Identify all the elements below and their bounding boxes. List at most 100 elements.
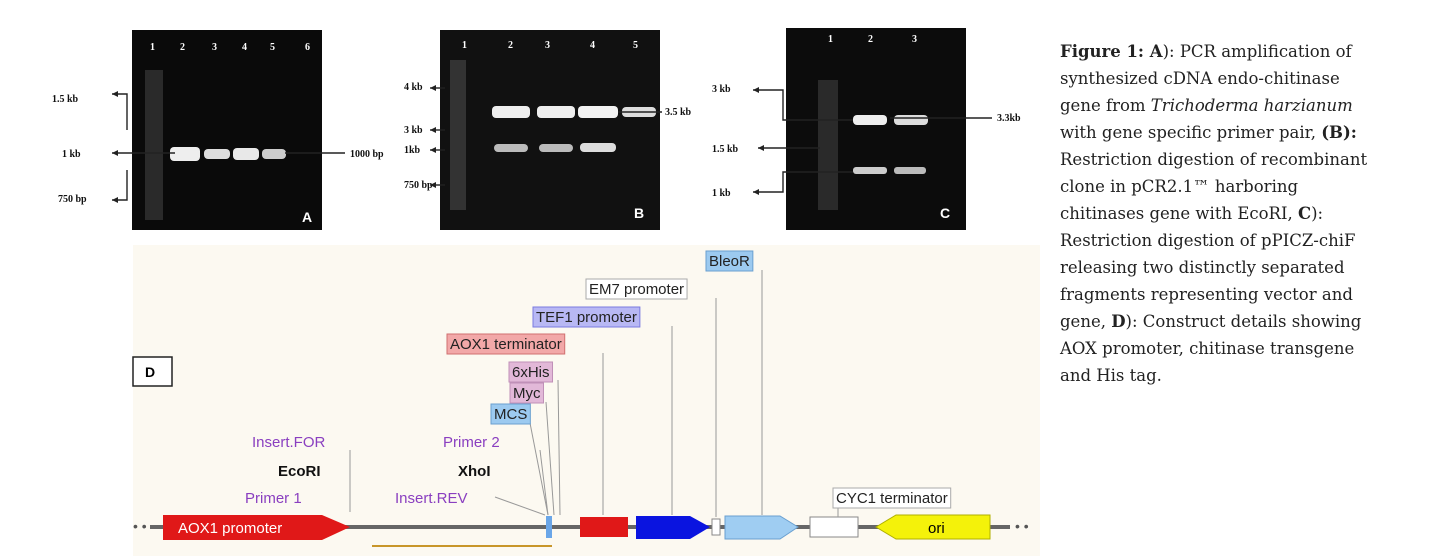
lane-number: 1 [462,40,467,51]
caption-text: D [1111,312,1126,331]
caption-text: ): Construct details showing AOX promote… [1060,312,1362,385]
band [494,144,528,152]
tef1-promoter [636,516,710,539]
gel-b [440,30,660,230]
caption-text: ): PCR amplification of synthesized cDNA… [1060,42,1352,115]
gel-letter: C [940,205,950,221]
size-label: 3 kb [712,84,731,95]
size-label: 1 kb [62,149,81,160]
size-label: 3 kb [404,125,423,136]
size-label: 1.5 kb [712,144,739,155]
size-label: 1000 bp [350,149,384,160]
caption-text: with gene specific primer pair, [1060,123,1322,142]
gel-a [132,30,322,230]
label-box [509,382,544,404]
arrow-head [112,150,118,156]
lane-number: 5 [633,40,638,51]
arrow-head [753,189,759,195]
band [539,144,573,152]
ladder [145,70,163,220]
ladder [818,80,838,210]
construct-label: Primer 2 [443,434,500,451]
ori [875,514,991,540]
cyc1-terminator [809,516,859,538]
mcs-block [546,516,552,538]
caption-text: (B): [1321,123,1357,142]
band [204,149,230,159]
arrow-head [430,182,436,188]
lane-number: 1 [150,42,155,53]
feature-label: AOX1 promoter [178,520,282,537]
label-box [832,487,952,509]
gel-labels: 1 2 3 4 5 6 1.5 kb 1 kb 750 bp 1000 bp A 1 2 3 4 5 4 kb 3… [52,34,1021,225]
panel-label: D [145,364,155,380]
construct-label: Primer 1 [245,490,302,507]
dots: • • [133,518,147,534]
aox1-promoter [163,515,350,540]
band [233,148,259,160]
label-box [532,306,641,328]
construct-label: EcoRI [278,463,321,480]
feature-label: ori [928,520,945,537]
caption-text: Figure 1: A [1060,42,1163,61]
lane-number: 2 [508,40,513,51]
size-label: 3.5 kb [665,107,692,118]
arrow [112,170,128,201]
arrow [753,89,853,121]
label-box [508,361,554,383]
construct-label: MCS [494,406,527,423]
lane-number: 1 [828,34,833,45]
arrow-head [430,85,436,91]
band [262,149,286,159]
size-label: 750 bp [58,194,87,205]
arrow-head [430,147,436,153]
caption-text: ): Restriction digestion of pPICZ-chiF r… [1060,204,1356,331]
lane-number: 4 [242,42,247,53]
construct-label: Insert.FOR [252,434,326,451]
construct-label: Myc [513,385,541,402]
band [537,106,575,118]
band [894,167,926,174]
lane-number: 3 [545,40,550,51]
band [578,106,618,118]
construct-label: XhoI [458,463,491,480]
caption-text: Restriction digestion of recombinant clo… [1060,150,1368,223]
label-box [705,250,754,272]
construct-label: 6xHis [512,364,550,381]
band [853,167,887,174]
construct-label: EM7 promoter [589,281,684,298]
size-label: 1kb [404,145,421,156]
lane-number: 3 [212,42,217,53]
size-label: 1.5 kb [52,94,79,105]
construct-label: CYC1 terminator [836,490,948,507]
label-box [446,333,566,355]
size-label: 3.3kb [997,113,1021,124]
construct-label: AOX1 terminator [450,336,562,353]
gel-letter: B [634,205,644,221]
caption-text: Trichoderma harzianum [1150,96,1353,115]
label-box [490,403,531,425]
construct-label: BleoR [709,253,750,270]
arrow [112,93,128,130]
label-box [585,278,688,300]
arrow-head [112,197,118,203]
lane-number: 2 [868,34,873,45]
lane-number: 6 [305,42,310,53]
arrow-head [758,145,764,151]
caption-text: C [1297,204,1312,223]
construct-labels: Insert.FOR EcoRI Primer 1 Primer 2 XhoI Inser… [245,250,952,509]
lane-number: 3 [912,34,917,45]
em7-promoter [711,518,721,536]
band [580,143,616,152]
band [170,147,200,161]
arrow-head [430,127,436,133]
lane-number: 4 [590,40,595,51]
size-label: 4 kb [404,82,423,93]
gel-letter: A [302,209,312,225]
arrow [753,171,853,193]
dots: • • [1015,518,1029,534]
panel-box [132,356,173,387]
arrow-head [753,87,759,93]
band [492,106,530,118]
